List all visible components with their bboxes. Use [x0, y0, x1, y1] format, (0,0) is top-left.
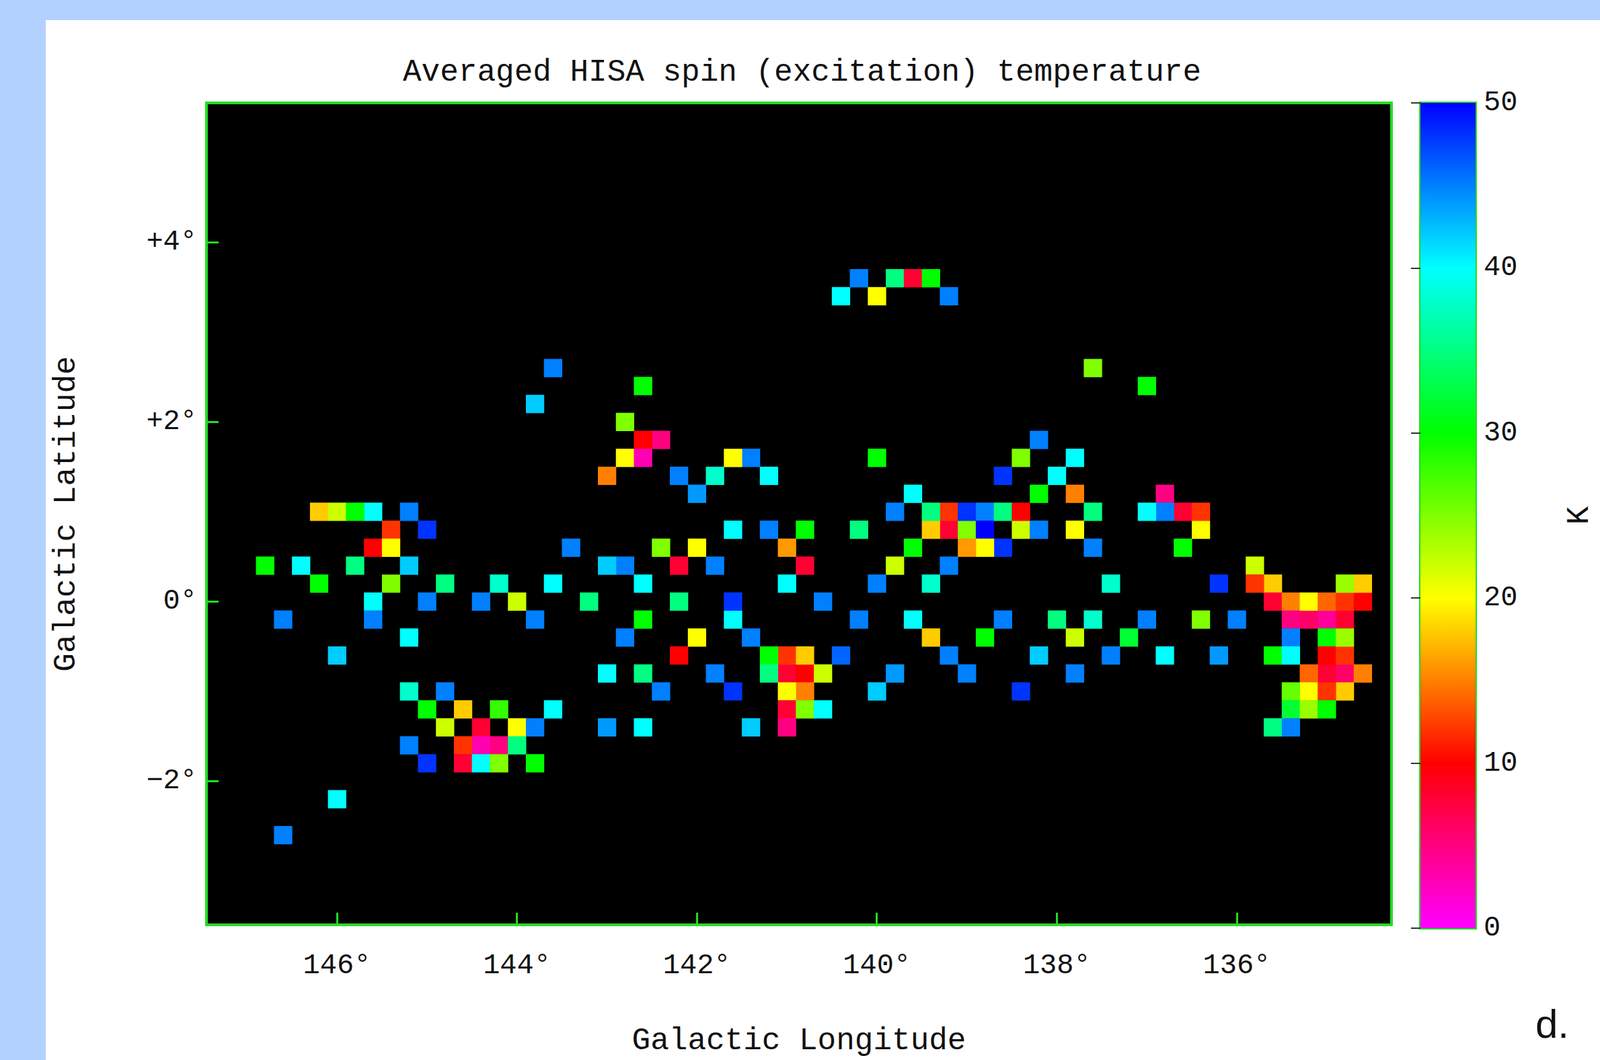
svg-text:136°: 136° [1202, 949, 1271, 982]
svg-text:−2°: −2° [145, 764, 198, 797]
svg-text:0°: 0° [163, 585, 198, 618]
svg-text:Averaged HISA spin (excitation: Averaged HISA spin (excitation) temperat… [402, 55, 1202, 91]
svg-text:Galactic Longitude: Galactic Longitude [632, 1023, 967, 1059]
svg-text:140°: 140° [842, 949, 911, 982]
svg-text:0: 0 [1483, 911, 1501, 945]
svg-text:40: 40 [1483, 251, 1518, 284]
svg-text:+4°: +4° [145, 225, 198, 259]
svg-text:10: 10 [1483, 747, 1518, 780]
svg-text:30: 30 [1483, 416, 1518, 450]
svg-text:144°: 144° [482, 949, 551, 982]
svg-text:K: K [1562, 505, 1598, 525]
svg-text:138°: 138° [1022, 949, 1091, 982]
svg-text:142°: 142° [663, 949, 732, 982]
svg-text:50: 50 [1483, 86, 1518, 120]
svg-text:d.: d. [1535, 1001, 1570, 1047]
svg-text:+2°: +2° [145, 405, 198, 438]
svg-text:146°: 146° [303, 949, 372, 982]
svg-text:20: 20 [1483, 581, 1518, 615]
svg-text:Galactic Latitude: Galactic Latitude [49, 355, 85, 672]
